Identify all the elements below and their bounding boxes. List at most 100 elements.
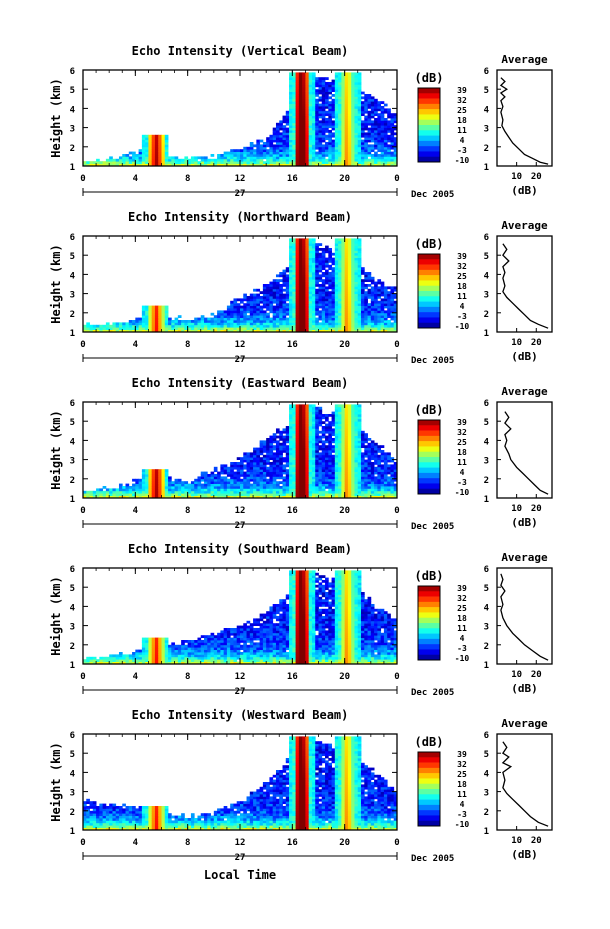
heat-cell [315,435,319,439]
heat-cell [370,322,375,326]
heat-cell [325,96,329,100]
heat-cell [158,305,162,309]
heat-cell [298,433,303,436]
heat-cell [295,406,300,410]
heat-cell [115,488,120,492]
heat-cell [377,161,382,164]
heat-cell [344,267,349,270]
heat-cell [334,454,339,458]
heat-cell [341,238,346,242]
heat-cell [275,132,280,136]
heat-cell [161,329,166,333]
heat-cell [135,495,139,499]
heat-cell [83,329,87,333]
heat-cell [217,312,221,316]
heat-cell [269,161,274,164]
heat-cell [321,84,326,88]
heat-cell [308,137,313,140]
heat-cell [200,163,205,167]
heat-cell [357,77,362,80]
heat-cell [145,315,149,318]
heat-cell [298,240,303,244]
heat-cell [305,486,310,489]
heat-cell [315,414,319,417]
heat-cell [305,433,310,436]
heat-cell [328,115,332,119]
heat-cell [233,488,238,492]
heat-cell [334,452,339,456]
heat-cell [354,284,359,287]
heat-cell [279,324,283,328]
heat-cell [383,120,388,124]
heat-cell [305,495,310,499]
heat-cell [285,144,290,148]
heat-cell [141,478,146,482]
heat-cell [308,154,313,157]
heat-cell [279,149,283,152]
heat-cell [171,163,175,167]
heat-cell [230,320,234,323]
heat-cell [118,161,123,164]
heat-cell [344,154,349,157]
heat-cell [354,414,359,417]
heat-cell [282,293,287,297]
heat-cell [259,483,264,487]
heat-cell [338,245,342,249]
heat-cell [334,243,339,246]
heat-cell [347,430,352,434]
heat-cell [256,303,261,306]
heat-cell [298,438,303,441]
heat-cell [390,142,395,145]
heat-cell [282,115,287,119]
heat-cell [109,329,113,333]
heat-cell [334,416,339,420]
heat-cell [328,315,332,318]
heat-cell [161,486,166,489]
heat-cell [334,493,339,496]
heat-cell [344,490,349,494]
heat-cell [347,411,352,415]
heat-cell [285,447,290,451]
heat-cell [253,495,257,499]
heat-cell [344,122,349,126]
heat-cell [298,466,303,470]
heat-cell [289,488,293,492]
heat-cell [334,435,339,439]
heat-cell [138,322,143,326]
heat-cell [377,158,382,162]
heat-cell [151,315,156,318]
heat-cell [331,327,336,330]
heat-cell [302,139,306,143]
heat-cell [370,296,375,299]
heat-cell [308,146,313,150]
heat-cell [298,146,303,150]
heat-cell [383,149,388,152]
heat-cell [302,281,306,285]
heat-cell [347,79,352,83]
heat-cell [289,493,293,496]
heat-cell [361,315,365,318]
heat-cell [311,466,316,470]
heat-cell [380,315,385,318]
heat-cell [269,293,274,297]
heat-cell [266,471,270,475]
heat-cell [302,264,306,268]
heat-cell [190,163,195,167]
heat-cell [279,305,283,309]
heat-cell [334,428,339,432]
heat-cell [302,459,306,463]
heat-cell [331,103,336,107]
heat-cell [305,428,310,432]
heat-cell [230,303,234,306]
heat-cell [302,488,306,492]
heat-cell [318,279,323,282]
heat-cell [331,430,336,434]
heat-cell [132,478,136,482]
heat-cell [204,471,208,475]
heat-cell [390,296,395,299]
heat-cell [380,300,385,304]
heat-cell [236,490,241,494]
heat-cell [305,438,310,441]
heat-cell [334,305,339,309]
heat-cell [325,322,329,326]
